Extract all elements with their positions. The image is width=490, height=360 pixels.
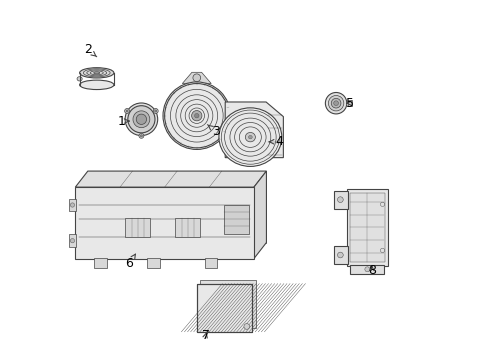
Text: 8: 8 <box>368 264 376 276</box>
Bar <box>223 205 249 234</box>
Bar <box>350 193 385 262</box>
Bar <box>347 189 388 266</box>
Bar <box>197 284 252 332</box>
Circle shape <box>163 82 230 149</box>
Ellipse shape <box>79 68 114 78</box>
Circle shape <box>155 110 157 112</box>
Polygon shape <box>254 171 267 258</box>
Bar <box>334 246 348 264</box>
Ellipse shape <box>79 80 114 90</box>
Ellipse shape <box>221 110 279 164</box>
Circle shape <box>192 111 202 121</box>
Text: 3: 3 <box>208 125 220 138</box>
Circle shape <box>193 74 200 82</box>
Circle shape <box>133 111 150 128</box>
Circle shape <box>153 109 158 113</box>
Circle shape <box>325 93 347 114</box>
Circle shape <box>365 267 370 272</box>
Circle shape <box>71 239 74 243</box>
Circle shape <box>126 110 128 112</box>
Polygon shape <box>88 171 267 243</box>
Polygon shape <box>225 102 283 158</box>
Text: 1: 1 <box>118 114 129 127</box>
Text: 2: 2 <box>84 43 97 57</box>
Ellipse shape <box>219 108 282 166</box>
Circle shape <box>71 203 74 207</box>
Bar <box>197 284 252 332</box>
Bar <box>125 217 150 237</box>
Circle shape <box>125 103 158 136</box>
Circle shape <box>244 324 249 329</box>
Bar <box>348 100 352 107</box>
Ellipse shape <box>94 72 100 74</box>
Polygon shape <box>75 171 267 187</box>
Bar <box>334 191 348 208</box>
Circle shape <box>328 95 344 111</box>
Circle shape <box>338 252 343 258</box>
Bar <box>147 258 160 267</box>
Text: 7: 7 <box>202 329 210 342</box>
Ellipse shape <box>248 135 252 139</box>
Circle shape <box>124 109 129 113</box>
Polygon shape <box>182 72 211 84</box>
Circle shape <box>331 98 341 108</box>
Bar <box>350 265 384 274</box>
Text: 4: 4 <box>269 135 283 148</box>
Ellipse shape <box>77 77 82 81</box>
Circle shape <box>165 84 229 148</box>
Circle shape <box>334 101 339 105</box>
Circle shape <box>195 113 199 118</box>
Text: 5: 5 <box>346 97 354 110</box>
Bar <box>75 187 254 258</box>
Bar <box>205 258 218 267</box>
Circle shape <box>338 197 343 203</box>
Circle shape <box>140 135 143 137</box>
Bar <box>175 217 200 237</box>
Text: 6: 6 <box>125 254 135 270</box>
Ellipse shape <box>245 132 255 142</box>
Bar <box>200 280 256 328</box>
Bar <box>69 234 76 247</box>
Circle shape <box>139 134 144 138</box>
Bar <box>197 284 252 332</box>
Bar <box>69 199 76 211</box>
Circle shape <box>136 114 147 125</box>
Circle shape <box>128 106 155 133</box>
Bar <box>94 258 107 267</box>
